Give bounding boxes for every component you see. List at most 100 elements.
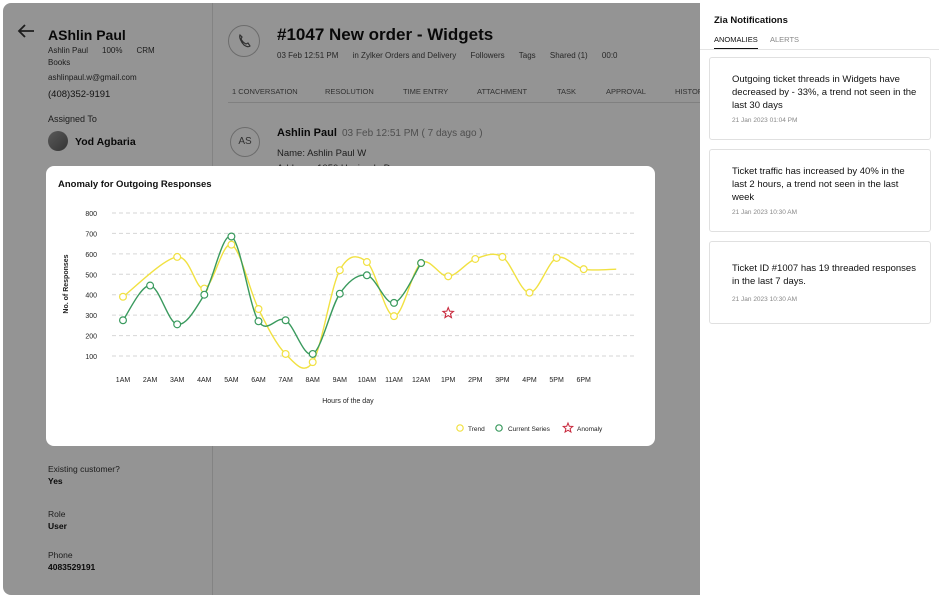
y-tick-label: 700 (85, 231, 97, 238)
ticket-phone-icon (228, 25, 260, 57)
y-axis-title: No. of Responses (63, 254, 70, 313)
zia-notifications-panel: Zia Notifications ANOMALIES ALERTS Outgo… (700, 3, 939, 595)
y-tick-label: 200 (85, 334, 97, 341)
legend-trend-marker (456, 424, 464, 432)
trend-point (444, 272, 453, 281)
x-tick-label: 1PM (441, 377, 456, 384)
followers-button[interactable]: Followers (470, 51, 505, 60)
ticket-title: #1047 New order - Widgets (277, 25, 494, 44)
trend-point (498, 252, 507, 261)
current-series-line (122, 235, 422, 355)
current-series-point (390, 298, 399, 307)
tab-time-entry[interactable]: TIME ENTRY (403, 87, 449, 96)
field-label-role: Role (48, 509, 66, 519)
y-tick-label: 100 (85, 354, 97, 361)
trend-point (362, 258, 371, 267)
trend-point (525, 288, 534, 297)
ticket-date: 03 Feb 12:51 PM (277, 51, 339, 60)
tab-approval[interactable]: APPROVAL (606, 87, 646, 96)
field-value-phone: 4083529191 (48, 562, 96, 572)
current-series-point (281, 316, 290, 325)
x-tick-label: 1AM (116, 377, 131, 384)
notification-time: 21 Jan 2023 10:30 AM (732, 296, 798, 303)
contact-meta: Ashlin Paul 100% CRM Books (48, 45, 178, 69)
tab-anomalies[interactable]: ANOMALIES (714, 35, 758, 50)
x-tick-label: 2AM (143, 377, 158, 384)
timer[interactable]: 00:0 (601, 51, 618, 60)
contact-meta-score: 100% (102, 46, 123, 55)
legend-current-series-label: Current Series (508, 426, 551, 433)
notification-time: 21 Jan 2023 01:04 PM (732, 117, 798, 124)
current-series-point (146, 281, 155, 290)
message-author: Ashlin Paul (277, 127, 337, 139)
current-series-point (335, 289, 344, 298)
contact-phone[interactable]: (408)352-9191 (48, 89, 111, 100)
contact-meta-crm[interactable]: CRM (136, 46, 155, 55)
ticket-department[interactable]: in Zylker Orders and Delivery (352, 51, 457, 60)
current-series-point (227, 232, 236, 241)
x-tick-label: 5PM (549, 377, 564, 384)
trend-point (254, 305, 263, 314)
contact-meta-name: Ashlin Paul (48, 46, 89, 55)
trend-point (579, 265, 588, 274)
trend-point (335, 266, 344, 275)
x-tick-label: 12AM (412, 377, 430, 384)
y-tick-label: 400 (85, 293, 97, 300)
x-tick-label: 11AM (385, 377, 403, 384)
x-tick-label: 6AM (251, 377, 266, 384)
field-label-phone: Phone (48, 550, 73, 560)
notification-card[interactable]: Outgoing ticket threads in Widgets have … (709, 57, 931, 140)
notification-card[interactable]: Ticket ID #1007 has 19 threaded response… (709, 241, 931, 324)
contact-meta-books[interactable]: Books (48, 58, 71, 67)
legend-anomaly-marker (561, 421, 575, 434)
trend-point (118, 292, 127, 301)
current-series-point (362, 271, 371, 280)
tab-alerts[interactable]: ALERTS (770, 35, 800, 44)
y-tick-label: 500 (85, 272, 97, 279)
tab-history[interactable]: HISTOR (675, 87, 704, 96)
notification-message: Outgoing ticket threads in Widgets have … (732, 74, 917, 111)
x-tick-label: 3AM (170, 377, 185, 384)
current-series-point (308, 349, 317, 358)
x-tick-label: 4AM (197, 377, 212, 384)
notification-time: 21 Jan 2023 10:30 AM (732, 209, 798, 216)
anomaly-star-marker (441, 306, 455, 319)
x-tick-label: 2PM (468, 377, 483, 384)
app-window: AShlin Paul Ashlin Paul 100% CRM Books ash… (3, 3, 939, 595)
legend-trend-label: Trend (468, 426, 485, 433)
notification-card[interactable]: Ticket traffic has increased by 40% in t… (709, 149, 931, 232)
trend-point (281, 349, 290, 358)
anomaly-chart-modal: Anomaly for Outgoing Responses 100 200 300… (46, 166, 655, 446)
contact-name: AShlin Paul (48, 27, 126, 43)
shared-button[interactable]: Shared (1) (549, 51, 588, 60)
x-tick-label: 5AM (224, 377, 239, 384)
current-series-point (200, 290, 209, 299)
ticket-meta-bar: 03 Feb 12:51 PM in Zylker Orders and Del… (277, 51, 630, 60)
y-tick-label: 300 (85, 313, 97, 320)
notification-message: Ticket ID #1007 has 19 threaded response… (732, 263, 916, 287)
y-tick-label: 800 (85, 211, 97, 218)
field-label-existing-customer: Existing customer? (48, 464, 120, 474)
tab-attachment[interactable]: ATTACHMENT (477, 87, 528, 96)
assigned-agent-name[interactable]: Yod Agbaria (75, 136, 136, 148)
tab-task[interactable]: TASK (557, 87, 577, 96)
trend-point (552, 253, 561, 262)
trend-point (308, 358, 317, 367)
tags-button[interactable]: Tags (518, 51, 536, 60)
contact-email[interactable]: ashlinpaul.w@gmail.com (48, 73, 137, 82)
trend-point (390, 312, 399, 321)
current-series-point (118, 316, 127, 325)
back-arrow-icon[interactable] (17, 23, 35, 39)
message-line: Name: Ashlin Paul W (277, 148, 367, 159)
tab-resolution[interactable]: RESOLUTION (325, 87, 374, 96)
field-value-existing-customer: Yes (48, 476, 63, 486)
y-tick-label: 600 (85, 252, 97, 259)
agent-avatar (48, 131, 68, 151)
trend-point (471, 254, 480, 263)
x-tick-label: 7AM (278, 377, 293, 384)
x-tick-label: 4PM (522, 377, 537, 384)
current-series-point (417, 259, 426, 268)
tab-conversation[interactable]: 1 CONVERSATION (232, 87, 298, 96)
x-tick-label: 3PM (495, 377, 510, 384)
legend-current-series-marker (495, 424, 503, 432)
